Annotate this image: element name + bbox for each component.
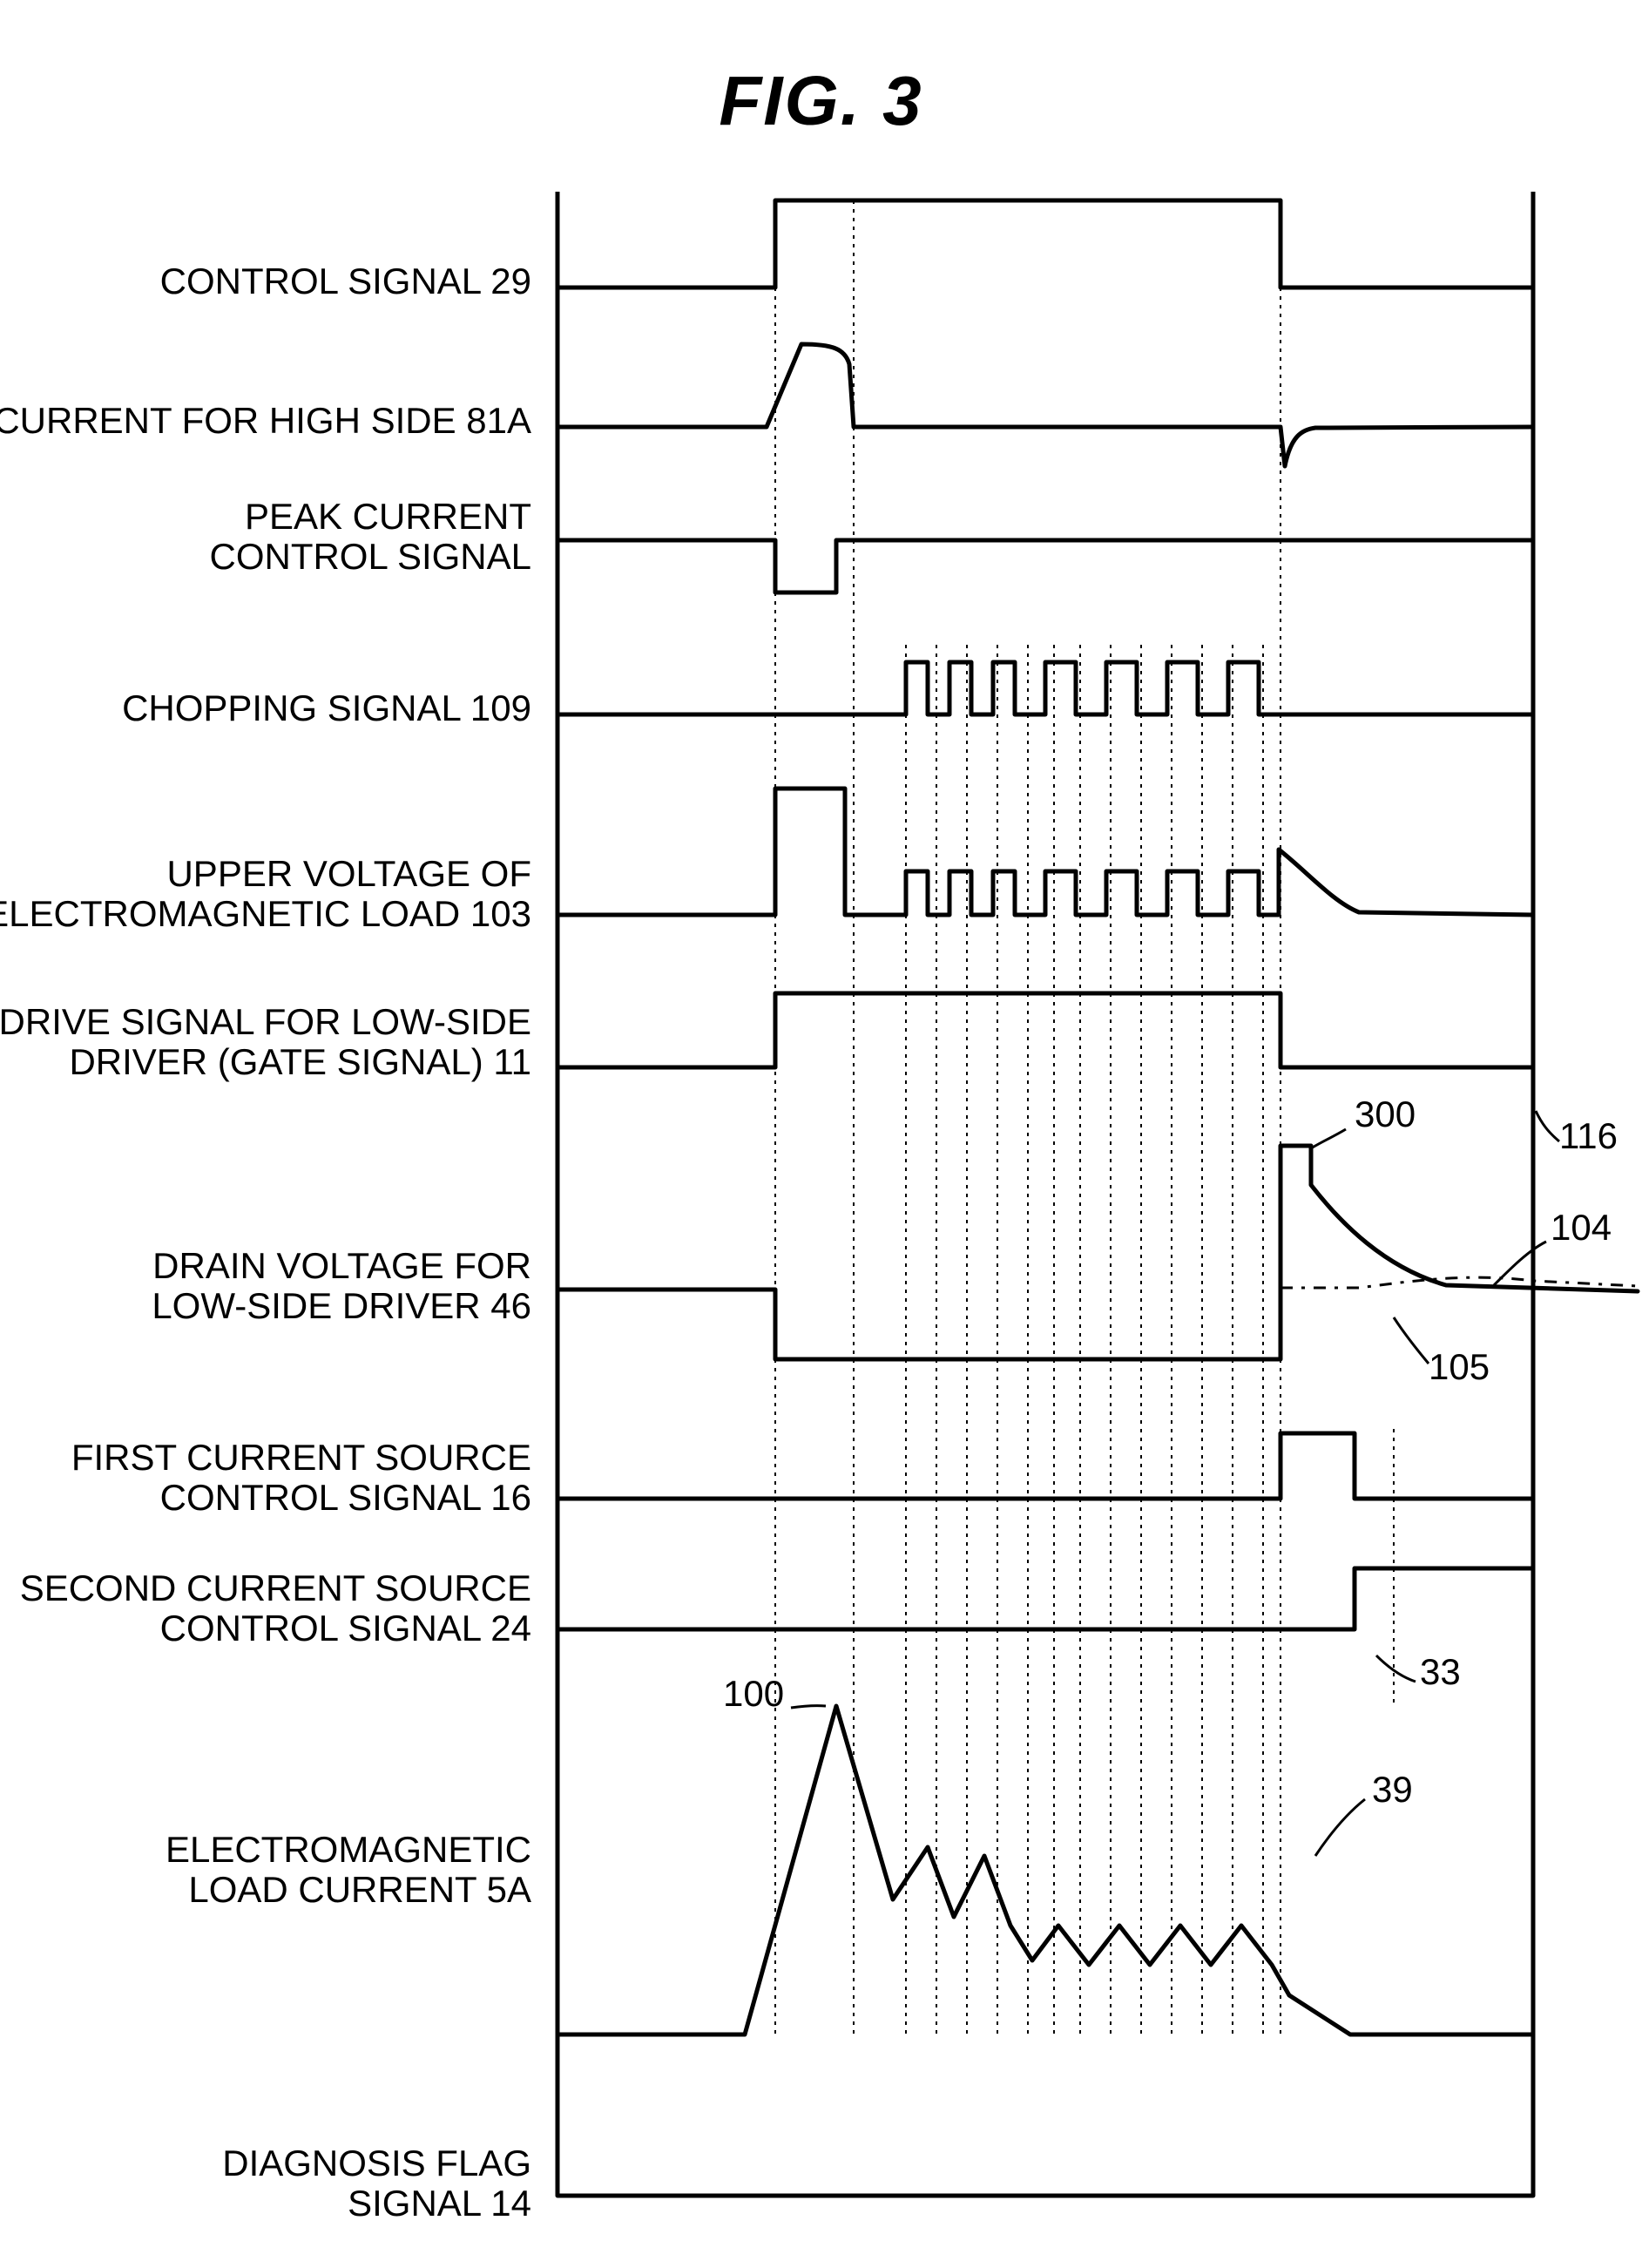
- annotation-lead-ann_105: [1394, 1317, 1429, 1364]
- annotation-lead-ann_116: [1536, 1111, 1559, 1141]
- page-root: FIG. 3 CONTROL SIGNAL 29 CURRENT FOR HIG…: [0, 0, 1642, 2268]
- waveform-first_cs_ctrl: [557, 1433, 1533, 1499]
- annotation-lead-ann_33: [1376, 1655, 1416, 1682]
- waveform-drain_voltage: [557, 1146, 1638, 1359]
- waveform-current_high_side: [557, 344, 1533, 466]
- timing-diagram-svg: [0, 0, 1642, 2268]
- waveform-em_load_current: [557, 1706, 1533, 2034]
- waveform-peak_current_ctrl: [557, 540, 1533, 592]
- annotation-lead-ann_300: [1311, 1129, 1346, 1148]
- annotation-lead-ann_39: [1315, 1799, 1365, 1856]
- waveform-drive_signal_low: [557, 993, 1533, 1067]
- annotation-lead-ann_100: [791, 1706, 826, 1708]
- waveform-control_signal: [557, 200, 1533, 288]
- waveform-second_cs_ctrl: [557, 1568, 1533, 1629]
- waveform-chopping_signal: [557, 662, 1533, 714]
- waveform-upper_voltage: [557, 789, 1533, 915]
